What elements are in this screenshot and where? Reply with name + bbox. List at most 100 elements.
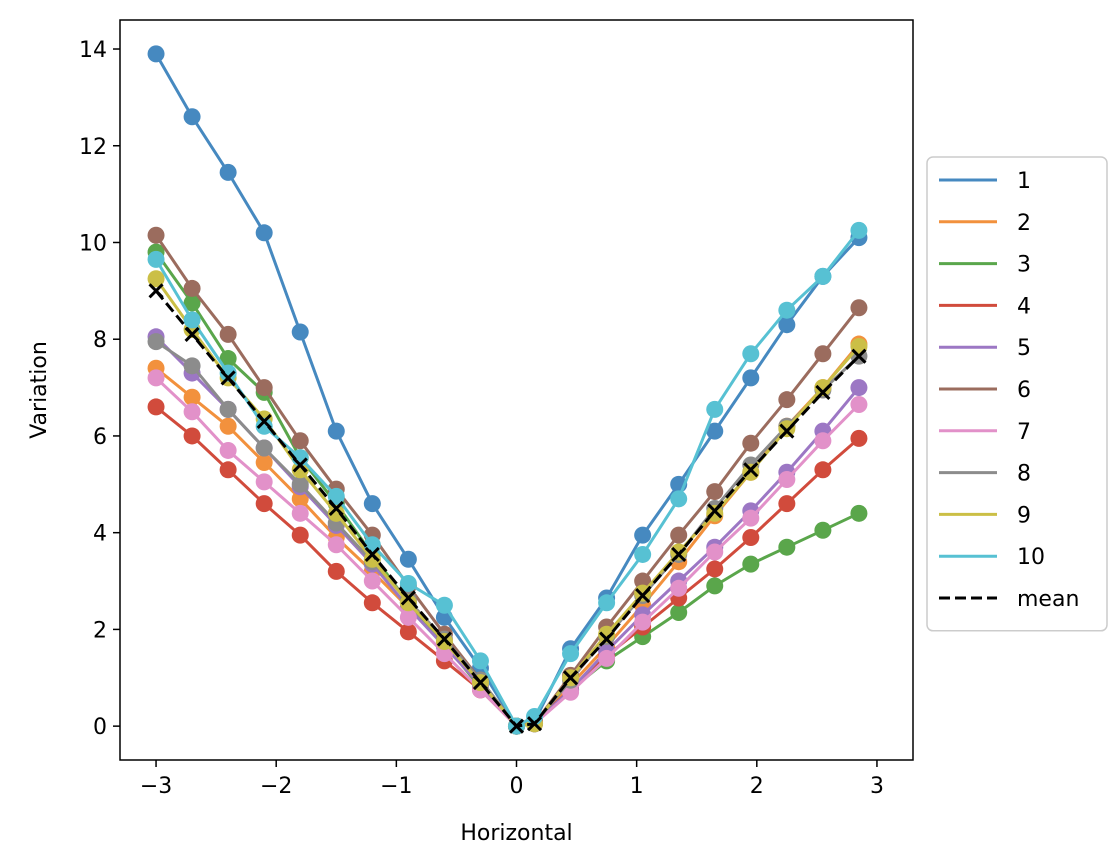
- data-point-4: [183, 427, 201, 445]
- data-point-10: [255, 417, 273, 435]
- data-point-4: [706, 560, 724, 578]
- data-point-1: [183, 108, 201, 126]
- y-tick-label: 14: [79, 38, 107, 63]
- data-point-6: [255, 379, 273, 397]
- legend-label: 5: [1017, 336, 1031, 361]
- y-tick-label: 0: [93, 715, 107, 740]
- data-point-mean: [292, 457, 308, 473]
- data-point-8: [291, 475, 309, 493]
- data-point-4: [814, 461, 832, 479]
- legend-item-10: 10: [939, 545, 1045, 570]
- data-point-7: [219, 441, 237, 459]
- data-point-9: [814, 379, 832, 397]
- data-point-10: [471, 652, 489, 670]
- legend-item-5: 5: [939, 336, 1031, 361]
- data-point-3: [778, 538, 796, 556]
- data-point-10: [598, 594, 616, 612]
- legend-item-9: 9: [939, 503, 1031, 528]
- data-point-7: [327, 536, 345, 554]
- data-point-10: [850, 221, 868, 239]
- x-tick-label: −2: [260, 774, 292, 799]
- data-point-7: [778, 470, 796, 488]
- data-point-4: [399, 623, 417, 641]
- data-point-7: [742, 509, 760, 527]
- data-point-4: [291, 526, 309, 544]
- data-point-3: [850, 504, 868, 522]
- data-point-mean: [707, 503, 723, 519]
- legend-label: 10: [1017, 545, 1045, 570]
- data-point-mean: [671, 546, 687, 563]
- data-point-4: [219, 461, 237, 479]
- data-point-3: [742, 555, 760, 573]
- series-mean: [148, 283, 867, 734]
- data-point-6: [814, 345, 832, 363]
- data-point-7: [706, 543, 724, 561]
- data-point-9: [850, 337, 868, 355]
- data-point-9: [363, 550, 381, 568]
- data-point-3: [706, 577, 724, 595]
- y-tick-label: 10: [79, 231, 107, 256]
- data-point-7: [183, 403, 201, 421]
- data-point-6: [147, 226, 165, 244]
- data-point-6: [670, 526, 688, 544]
- data-point-7: [814, 432, 832, 450]
- legend-item-2: 2: [939, 211, 1031, 236]
- data-point-7: [850, 396, 868, 414]
- legend-label: 8: [1017, 462, 1031, 487]
- legend-label: 3: [1017, 253, 1031, 278]
- data-point-3: [183, 294, 201, 312]
- data-point-mean: [256, 413, 272, 429]
- data-point-9: [670, 543, 688, 561]
- data-point-4: [327, 562, 345, 580]
- data-point-6: [291, 432, 309, 450]
- data-point-1: [778, 316, 796, 334]
- data-point-9: [147, 270, 165, 288]
- data-point-3: [670, 603, 688, 621]
- data-point-10: [634, 545, 652, 563]
- x-tick-label: −3: [140, 774, 172, 799]
- data-point-10: [435, 596, 453, 614]
- data-point-9: [291, 461, 309, 479]
- data-point-10: [399, 574, 417, 592]
- data-point-1: [634, 526, 652, 544]
- legend-label: mean: [1017, 587, 1079, 612]
- x-tick-label: 3: [870, 774, 884, 799]
- data-point-9: [598, 625, 616, 643]
- data-point-mean: [779, 423, 795, 439]
- data-point-10: [778, 301, 796, 319]
- y-axis-title: Variation: [27, 341, 52, 439]
- data-point-mean: [526, 716, 543, 732]
- data-point-7: [399, 608, 417, 626]
- data-point-2: [219, 417, 237, 435]
- data-point-1: [327, 422, 345, 440]
- data-point-8: [219, 400, 237, 418]
- legend-item-7: 7: [939, 420, 1031, 445]
- data-point-9: [399, 594, 417, 612]
- data-point-10: [562, 645, 580, 663]
- data-point-mean: [472, 675, 489, 691]
- data-point-mean: [220, 370, 236, 386]
- data-point-4: [850, 429, 868, 447]
- legend-item-4: 4: [939, 294, 1031, 319]
- x-tick-label: −1: [380, 774, 412, 799]
- legend-label: 1: [1017, 169, 1031, 194]
- x-axis-title: Horizontal: [460, 821, 572, 846]
- x-tick-label: 0: [510, 774, 524, 799]
- x-axis: −3 −2 −1 0 1 2 3: [140, 760, 884, 799]
- data-point-7: [255, 473, 273, 491]
- data-point-10: [147, 250, 165, 268]
- legend-item-6: 6: [939, 378, 1031, 403]
- data-point-10: [670, 490, 688, 508]
- data-point-4: [778, 495, 796, 513]
- x-tick-label: 1: [630, 774, 644, 799]
- data-point-4: [363, 594, 381, 612]
- data-point-1: [399, 550, 417, 568]
- data-point-mean: [815, 384, 831, 400]
- data-point-7: [435, 645, 453, 663]
- legend-label: 7: [1017, 420, 1031, 445]
- legend-label: 6: [1017, 378, 1031, 403]
- y-tick-label: 4: [93, 522, 107, 547]
- data-point-6: [183, 279, 201, 297]
- data-point-6: [850, 299, 868, 317]
